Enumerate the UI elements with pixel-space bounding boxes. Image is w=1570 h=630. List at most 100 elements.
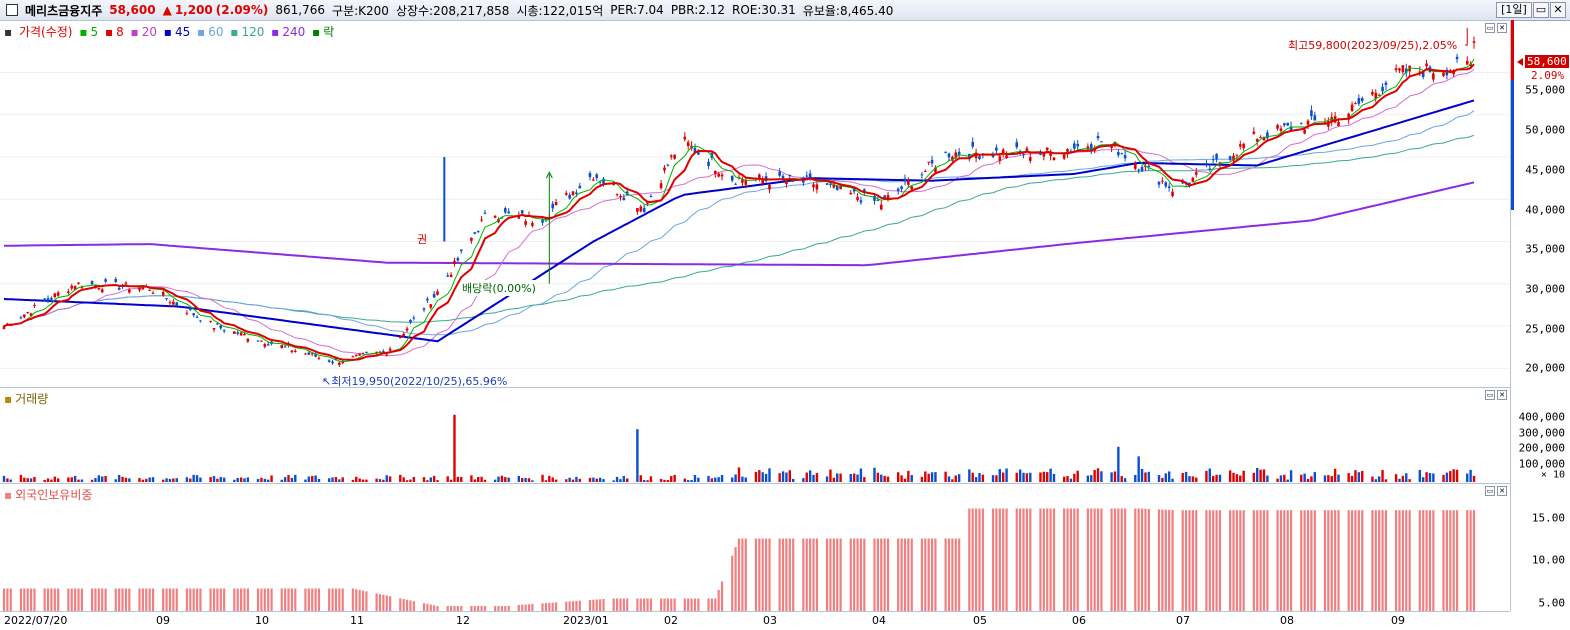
volume-bar	[1188, 476, 1191, 482]
foreign-bar	[223, 588, 226, 611]
candle-body	[239, 332, 243, 336]
volume-bar	[1289, 470, 1293, 482]
foreign-bar	[1256, 510, 1259, 611]
candle-body	[551, 203, 555, 209]
x-label: 07	[1176, 614, 1190, 627]
foreign-bar	[33, 588, 36, 611]
volume-bar	[886, 476, 890, 482]
foreign-bar	[90, 588, 94, 611]
foreign-bar	[2, 588, 6, 611]
foreign-bar	[1371, 510, 1374, 611]
foreign-bar	[219, 588, 222, 611]
volume-bar	[1018, 469, 1022, 482]
x-label: 2022/07/20	[4, 614, 68, 627]
volume-bar	[1157, 475, 1161, 482]
restore-button[interactable]: ▭	[1533, 2, 1549, 18]
foreign-bar	[284, 588, 287, 611]
candle-body	[707, 161, 710, 166]
panel-minimize-button[interactable]: ▭	[1485, 486, 1495, 496]
panel-minimize-button[interactable]: ▭	[1485, 390, 1495, 400]
candle-body	[1255, 139, 1259, 142]
foreign-bar	[67, 588, 70, 611]
price-panel[interactable]: ▪ 가격(수정) ▪ 5 ▪ 8 ▪ 20 ▪ 45 ▪ 60 ▪ 120 ▪ 240 ▪ 락 …	[0, 20, 1510, 388]
foreign-bar	[449, 606, 453, 611]
volume-bar	[33, 476, 36, 482]
foreign-bar	[97, 588, 100, 611]
foreign-bar	[101, 588, 104, 611]
volume-bar	[910, 475, 913, 482]
volume-bar	[829, 469, 832, 482]
volume-bar	[1113, 471, 1117, 482]
panel-minimize-button[interactable]: ▭	[1485, 23, 1495, 33]
volume-bar	[1195, 477, 1198, 482]
ma5-line	[3, 58, 1475, 363]
panel-close-button[interactable]: ✕	[1497, 486, 1507, 496]
stock-name[interactable]: 메리츠금융지주	[25, 3, 103, 18]
candle-body	[402, 333, 405, 337]
candle-body	[290, 350, 294, 353]
volume-bar	[97, 475, 101, 482]
volume-bar	[717, 477, 720, 482]
volume-bar	[575, 476, 578, 482]
foreign-bar	[1120, 508, 1123, 611]
volume-bar	[1001, 472, 1005, 482]
candle-body	[70, 285, 74, 289]
volume-bar	[1242, 470, 1245, 482]
ma120-line	[3, 134, 1475, 327]
volume-bar	[493, 479, 497, 482]
volume-bar	[602, 479, 605, 482]
foreign-bar	[1168, 509, 1171, 611]
foreign-bar	[128, 588, 131, 611]
foreign-bar	[761, 538, 764, 611]
volume-bar	[385, 475, 388, 482]
volume-bar	[802, 478, 805, 482]
volume-bar	[1350, 475, 1354, 482]
candle-body	[978, 156, 981, 160]
foreign-bar	[758, 538, 761, 611]
panel-close-button[interactable]: ✕	[1497, 23, 1507, 33]
volume-bar	[266, 479, 270, 482]
candle-body	[974, 152, 978, 159]
foreign-bar	[934, 538, 937, 611]
candle-body	[1465, 60, 1469, 65]
close-button[interactable]: ✕	[1550, 2, 1566, 18]
x-label: 12	[456, 614, 470, 627]
candle-body	[734, 183, 737, 185]
candle-body	[456, 258, 460, 261]
volume-bar	[483, 479, 487, 482]
select-checkbox[interactable]	[6, 4, 18, 16]
candle-body	[1137, 169, 1140, 171]
foreign-bar	[639, 598, 642, 611]
period-button[interactable]: [1일]	[1496, 2, 1532, 18]
price-chart[interactable]	[0, 21, 1510, 388]
panel-close-button[interactable]: ✕	[1497, 390, 1507, 400]
volume-bar	[1062, 476, 1066, 482]
volume-bar	[470, 475, 473, 482]
volume-bar	[693, 475, 697, 482]
candle-body	[1432, 73, 1435, 80]
volume-panel[interactable]: ▪ 거래량 ▭ ✕	[0, 387, 1510, 484]
candle-body	[876, 199, 880, 201]
foreign-ownership-panel[interactable]: ▪ 외국인보유비중 ▭ ✕	[0, 483, 1510, 612]
foreign-bar	[189, 588, 192, 611]
volume-bar	[165, 478, 168, 482]
candle-body	[1235, 154, 1239, 156]
foreign-bar	[903, 538, 907, 611]
up-arrow-icon: ▲	[162, 3, 172, 17]
volume-bar	[212, 476, 216, 482]
foreign-bar	[575, 600, 578, 611]
volume-bar	[280, 479, 283, 482]
volume-bar	[243, 478, 246, 482]
candle-body	[199, 320, 202, 322]
candle-body	[246, 338, 250, 342]
candle-body	[636, 208, 639, 212]
candle-body	[571, 191, 575, 195]
foreign-bar	[199, 588, 202, 611]
volume-bar	[876, 472, 880, 482]
foreign-ownership-chart[interactable]	[0, 484, 1510, 612]
volume-bar	[260, 477, 263, 482]
foreign-bar	[239, 588, 243, 611]
foreign-bar	[1289, 510, 1293, 611]
volume-chart[interactable]	[0, 388, 1510, 484]
candle-body	[673, 154, 676, 159]
